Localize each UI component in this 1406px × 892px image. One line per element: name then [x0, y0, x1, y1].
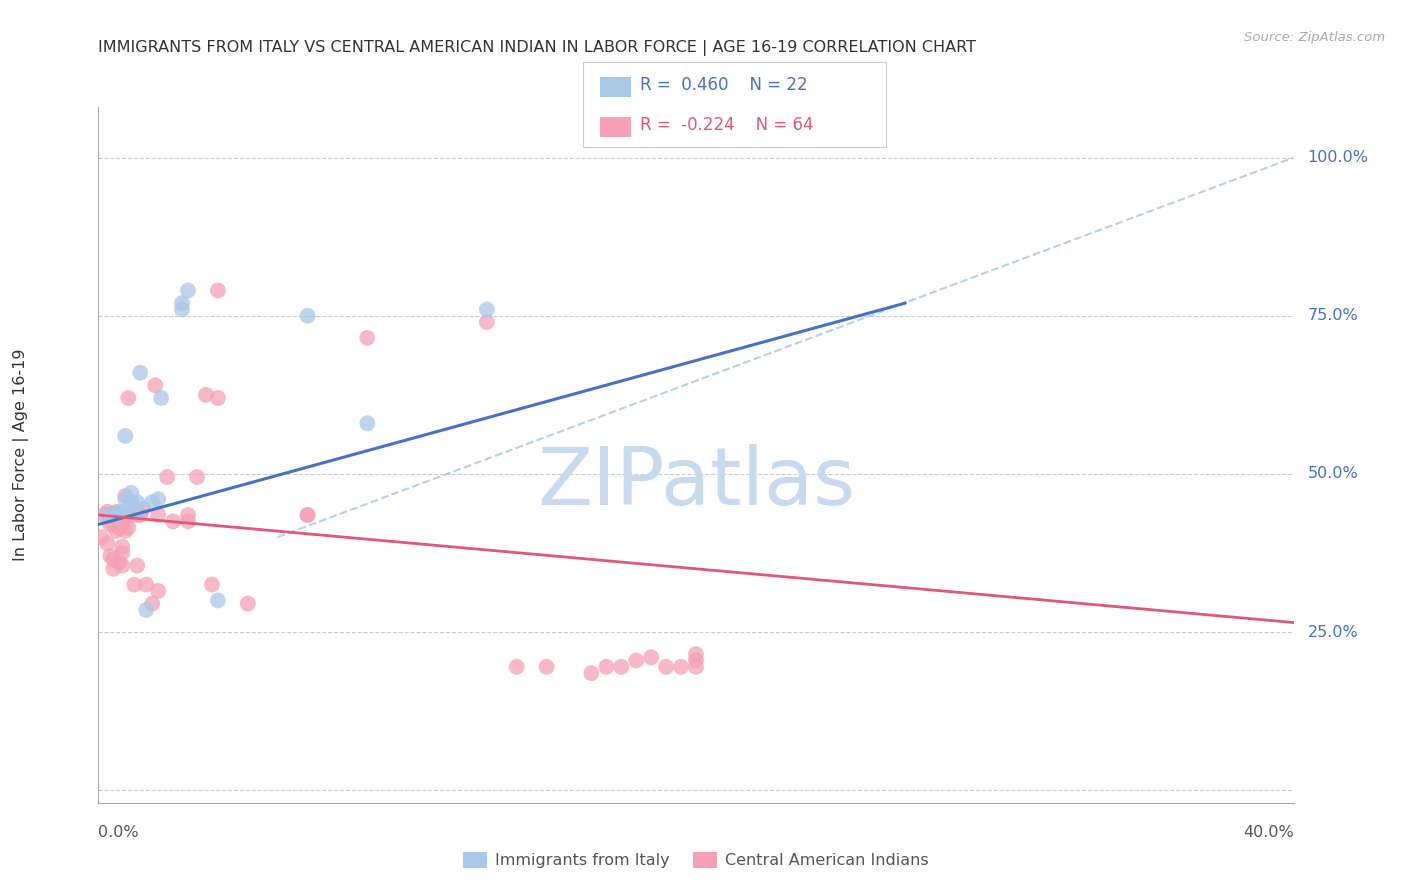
- Point: [156, 470, 179, 484]
- Point: [356, 417, 378, 431]
- Point: [297, 309, 319, 323]
- Point: [98, 549, 122, 563]
- Point: [103, 508, 125, 522]
- Point: [148, 492, 170, 507]
- Point: [111, 546, 134, 560]
- Point: [108, 505, 131, 519]
- Point: [120, 495, 142, 509]
- Point: [111, 514, 134, 528]
- Point: [96, 536, 118, 550]
- Point: [120, 486, 142, 500]
- Text: 25.0%: 25.0%: [1308, 624, 1358, 640]
- Legend: Immigrants from Italy, Central American Indians: Immigrants from Italy, Central American …: [457, 846, 935, 875]
- Point: [581, 666, 603, 681]
- Point: [685, 660, 707, 674]
- Point: [103, 552, 125, 566]
- Point: [96, 505, 118, 519]
- Text: 0.0%: 0.0%: [98, 825, 139, 840]
- Point: [127, 495, 149, 509]
- Text: 50.0%: 50.0%: [1308, 467, 1358, 482]
- Point: [669, 660, 692, 674]
- Point: [98, 508, 122, 522]
- Point: [108, 556, 131, 570]
- Text: 100.0%: 100.0%: [1308, 150, 1368, 165]
- Point: [120, 495, 142, 509]
- Point: [655, 660, 678, 674]
- Point: [129, 366, 152, 380]
- Point: [127, 558, 149, 573]
- Text: In Labor Force | Age 16-19: In Labor Force | Age 16-19: [13, 349, 30, 561]
- Point: [105, 505, 128, 519]
- Point: [127, 505, 149, 519]
- Text: IMMIGRANTS FROM ITALY VS CENTRAL AMERICAN INDIAN IN LABOR FORCE | AGE 16-19 CORR: IMMIGRANTS FROM ITALY VS CENTRAL AMERICA…: [98, 40, 976, 56]
- Point: [207, 284, 229, 298]
- Point: [685, 653, 707, 667]
- Point: [117, 521, 139, 535]
- Point: [114, 524, 136, 538]
- Point: [117, 391, 139, 405]
- Point: [114, 505, 136, 519]
- Point: [177, 508, 200, 522]
- Point: [640, 650, 662, 665]
- Point: [475, 315, 498, 329]
- Point: [297, 508, 319, 522]
- Point: [148, 583, 170, 598]
- Text: Source: ZipAtlas.com: Source: ZipAtlas.com: [1244, 31, 1385, 45]
- Point: [114, 492, 136, 507]
- Point: [108, 508, 131, 522]
- Point: [90, 530, 112, 544]
- Text: 75.0%: 75.0%: [1308, 309, 1358, 323]
- Point: [148, 508, 170, 522]
- Point: [124, 577, 146, 591]
- Text: R =  -0.224    N = 64: R = -0.224 N = 64: [640, 116, 813, 134]
- Point: [236, 597, 259, 611]
- Text: R =  0.460    N = 22: R = 0.460 N = 22: [640, 77, 807, 95]
- Point: [129, 508, 152, 522]
- Point: [624, 653, 647, 667]
- Point: [172, 302, 194, 317]
- Point: [172, 296, 194, 310]
- Point: [120, 508, 142, 522]
- Point: [105, 524, 128, 538]
- Point: [194, 388, 218, 402]
- Point: [132, 501, 155, 516]
- Point: [685, 647, 707, 661]
- Point: [177, 284, 200, 298]
- Point: [127, 508, 149, 522]
- Point: [141, 495, 163, 509]
- Point: [207, 593, 229, 607]
- Point: [610, 660, 633, 674]
- Point: [108, 521, 131, 535]
- Point: [150, 391, 173, 405]
- Point: [114, 489, 136, 503]
- Point: [93, 508, 115, 522]
- Text: 40.0%: 40.0%: [1243, 825, 1294, 840]
- Point: [111, 558, 134, 573]
- Point: [96, 508, 118, 522]
- Point: [143, 378, 166, 392]
- Point: [207, 391, 229, 405]
- Point: [105, 508, 128, 522]
- Point: [108, 521, 131, 535]
- Point: [595, 660, 617, 674]
- Text: ZIPatlas: ZIPatlas: [537, 443, 855, 522]
- Point: [297, 508, 319, 522]
- Point: [177, 514, 200, 528]
- Point: [475, 302, 498, 317]
- Point: [162, 514, 184, 528]
- Point: [201, 577, 224, 591]
- Point: [103, 517, 125, 532]
- Point: [114, 429, 136, 443]
- Point: [135, 577, 157, 591]
- Point: [506, 660, 529, 674]
- Point: [141, 597, 163, 611]
- Point: [98, 517, 122, 532]
- Point: [114, 508, 136, 522]
- Point: [356, 331, 378, 345]
- Point: [103, 562, 125, 576]
- Point: [186, 470, 208, 484]
- Point: [135, 603, 157, 617]
- Point: [111, 540, 134, 554]
- Point: [536, 660, 558, 674]
